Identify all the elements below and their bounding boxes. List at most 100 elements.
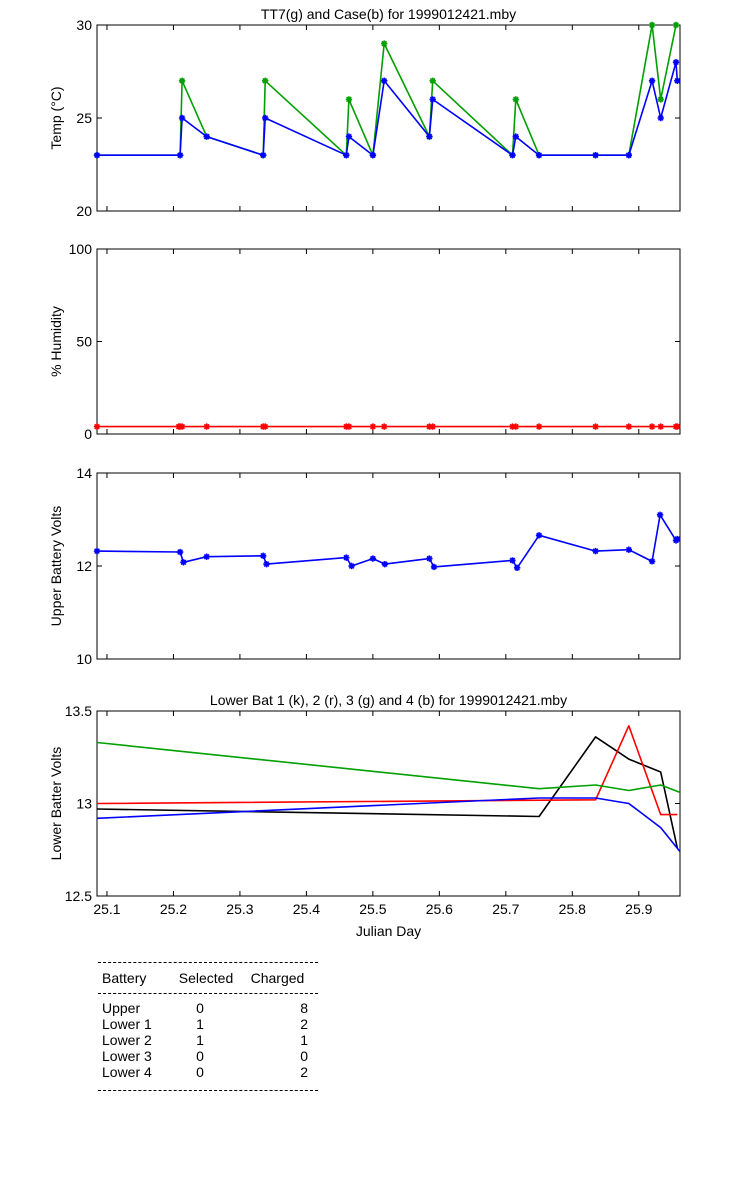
y-axis-label: Upper Battery Volts (48, 506, 64, 627)
x-tick-label: 25.2 (160, 901, 187, 917)
data-point (625, 546, 633, 553)
data-point (513, 564, 521, 572)
row-charged: 2 (300, 1016, 308, 1032)
data-point (259, 552, 267, 559)
header-selected: Selected (178, 970, 234, 986)
data-point (657, 96, 664, 103)
data-point (648, 77, 656, 84)
data-point (259, 152, 267, 159)
data-point (674, 77, 681, 84)
table-row: Lower 2 1 1 (98, 1032, 318, 1048)
table-row: Lower 1 1 2 (98, 1016, 318, 1032)
table-divider (98, 1090, 318, 1091)
row-charged: 8 (300, 1000, 308, 1016)
data-point (625, 423, 633, 430)
data-point (656, 511, 664, 519)
chart-title: Lower Bat 1 (k), 2 (r), 3 (g) and 4 (b) … (210, 692, 567, 708)
data-point (429, 423, 436, 430)
plot-frame (96, 472, 681, 660)
data-point (203, 133, 210, 140)
row-battery: Lower 1 (102, 1016, 152, 1032)
data-point (535, 152, 543, 159)
x-tick-label: 25.5 (359, 901, 386, 917)
series-2 (93, 59, 681, 159)
chart-1: 20 25 30 TT7(g) and Case(b) for 1999012421.… (48, 6, 681, 219)
data-point (380, 77, 388, 84)
series-1 (93, 511, 681, 572)
row-selected: 1 (196, 1016, 204, 1032)
data-point (674, 423, 681, 430)
y-axis-label: Temp (°C) (48, 86, 64, 149)
data-point (429, 96, 436, 103)
data-point (429, 77, 436, 84)
row-battery: Lower 4 (102, 1064, 152, 1080)
row-selected: 1 (196, 1032, 204, 1048)
data-point (535, 532, 543, 539)
data-point (426, 423, 433, 430)
data-point (648, 21, 656, 29)
header-charged: Charged (250, 970, 305, 986)
data-point (426, 555, 433, 562)
data-point (261, 77, 269, 84)
row-battery: Lower 3 (102, 1048, 152, 1064)
data-point (380, 40, 388, 47)
y-axis-label: % Humidity (48, 306, 64, 377)
header-battery: Battery (102, 970, 147, 986)
data-point (203, 423, 210, 430)
data-point (343, 554, 350, 561)
x-axis-label: Julian Day (356, 923, 421, 939)
y-tick-label: 14 (76, 465, 92, 481)
data-point (380, 423, 388, 430)
series-4 (96, 797, 681, 853)
data-point (345, 96, 353, 103)
x-tick-label: 25.4 (293, 901, 320, 917)
data-point (178, 77, 186, 84)
data-point (657, 423, 664, 430)
y-tick-label: 50 (76, 334, 92, 350)
row-selected: 0 (196, 1000, 204, 1016)
x-tick-label: 25.1 (93, 901, 120, 917)
chart-2: 0 50 100 % Humidity (48, 241, 681, 442)
y-tick-label: 12 (76, 558, 92, 574)
x-tick-label: 25.8 (559, 901, 586, 917)
data-point (657, 114, 664, 122)
data-point (348, 562, 355, 570)
data-point (648, 423, 656, 430)
data-point (345, 133, 353, 140)
row-charged: 0 (300, 1048, 308, 1064)
x-tick-label: 25.9 (625, 901, 652, 917)
data-point (381, 560, 389, 568)
data-point (178, 423, 186, 430)
row-battery: Upper (102, 1000, 141, 1016)
data-point (203, 553, 210, 560)
y-axis-label: Lower Batter Volts (48, 747, 64, 861)
chart-title: TT7(g) and Case(b) for 1999012421.mby (261, 6, 516, 22)
table-header-row: Battery Selected Charged (98, 963, 318, 993)
row-selected: 0 (196, 1048, 204, 1064)
series-line (96, 741, 681, 794)
data-point (672, 21, 680, 29)
series-line (97, 24, 677, 156)
table-row: Upper 0 8 (98, 1000, 318, 1016)
data-point (369, 555, 377, 562)
data-point (261, 423, 269, 430)
y-tick-label: 30 (76, 17, 92, 33)
data-point (180, 559, 187, 566)
data-point (512, 133, 520, 140)
series-line (96, 724, 678, 816)
y-tick-label: 20 (76, 203, 92, 219)
data-point (672, 59, 680, 66)
data-point (648, 558, 656, 565)
data-point (592, 152, 599, 159)
series-line (96, 736, 679, 849)
figure: 20 25 30 TT7(g) and Case(b) for 1999012421.… (48, 6, 681, 939)
data-point (261, 114, 269, 122)
data-point (345, 423, 353, 430)
series-3 (96, 741, 681, 794)
data-point (178, 114, 186, 122)
data-point (512, 96, 520, 103)
row-battery: Lower 2 (102, 1032, 152, 1048)
table-row: Lower 3 0 0 (98, 1048, 318, 1064)
data-point (625, 152, 633, 159)
x-tick-label: 25.6 (426, 901, 453, 917)
